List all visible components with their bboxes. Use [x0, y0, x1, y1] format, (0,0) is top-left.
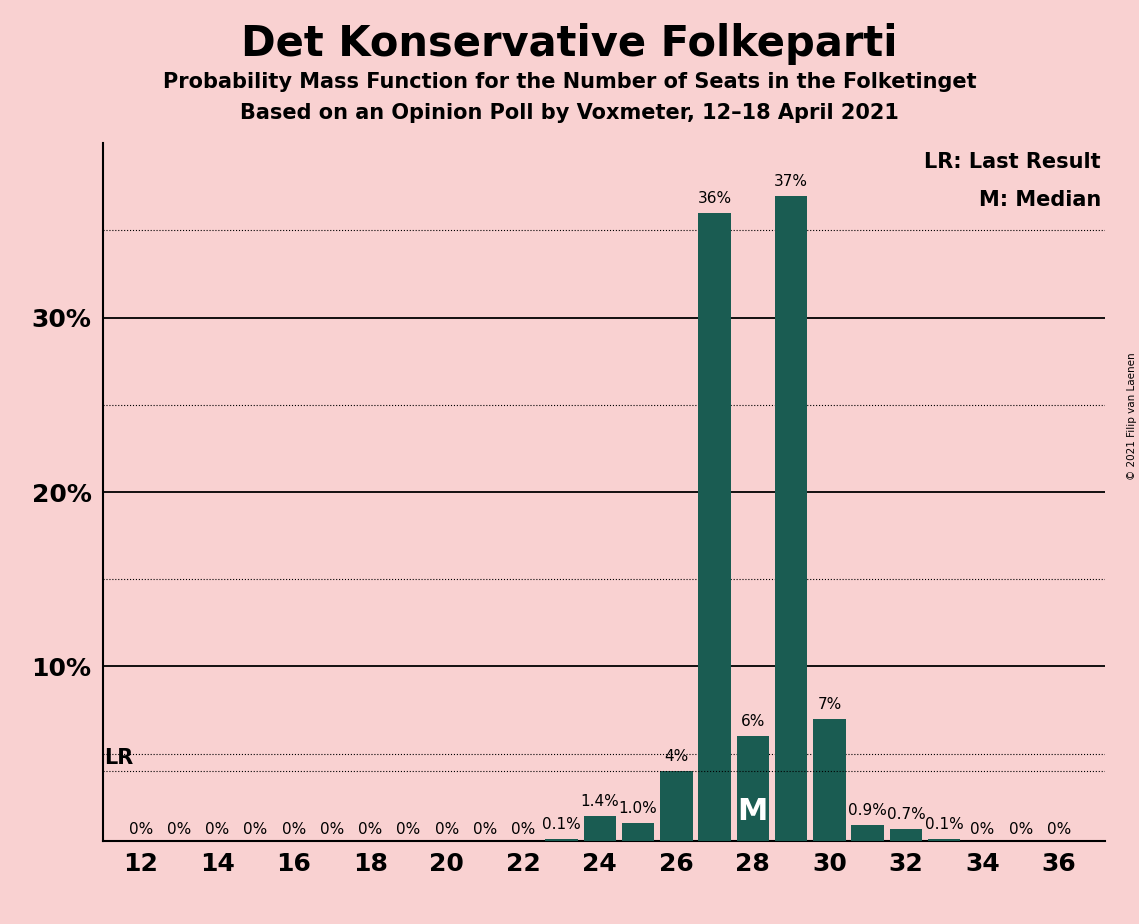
Text: M: Median: M: Median — [978, 190, 1101, 211]
Text: 36%: 36% — [697, 191, 731, 206]
Text: 0.7%: 0.7% — [886, 807, 925, 821]
Text: M: M — [738, 797, 768, 826]
Text: 0%: 0% — [205, 822, 229, 837]
Text: 0%: 0% — [435, 822, 459, 837]
Bar — [546, 839, 577, 841]
Bar — [622, 823, 655, 841]
Text: 37%: 37% — [775, 174, 809, 188]
Text: 0%: 0% — [244, 822, 268, 837]
Bar — [737, 736, 769, 841]
Text: 0%: 0% — [1008, 822, 1033, 837]
Text: 1.0%: 1.0% — [618, 801, 657, 817]
Bar — [661, 771, 693, 841]
Text: 0%: 0% — [473, 822, 498, 837]
Bar — [698, 213, 731, 841]
Bar — [928, 839, 960, 841]
Text: Probability Mass Function for the Number of Seats in the Folketinget: Probability Mass Function for the Number… — [163, 72, 976, 92]
Text: 0%: 0% — [511, 822, 535, 837]
Bar — [851, 825, 884, 841]
Text: 0%: 0% — [970, 822, 994, 837]
Text: LR: LR — [105, 748, 133, 768]
Text: 0.1%: 0.1% — [542, 817, 581, 833]
Bar — [813, 719, 845, 841]
Text: 0.9%: 0.9% — [849, 803, 887, 818]
Text: Based on an Opinion Poll by Voxmeter, 12–18 April 2021: Based on an Opinion Poll by Voxmeter, 12… — [240, 103, 899, 124]
Text: 0%: 0% — [396, 822, 420, 837]
Bar — [583, 817, 616, 841]
Text: 0%: 0% — [358, 822, 383, 837]
Text: © 2021 Filip van Laenen: © 2021 Filip van Laenen — [1126, 352, 1137, 480]
Text: 0%: 0% — [281, 822, 306, 837]
Text: 0%: 0% — [167, 822, 191, 837]
Text: 4%: 4% — [664, 749, 688, 764]
Text: 0%: 0% — [320, 822, 344, 837]
Text: Det Konservative Folkeparti: Det Konservative Folkeparti — [241, 23, 898, 65]
Bar — [890, 829, 923, 841]
Bar — [775, 196, 808, 841]
Text: 0.1%: 0.1% — [925, 817, 964, 833]
Text: LR: Last Result: LR: Last Result — [925, 152, 1101, 172]
Text: 6%: 6% — [740, 714, 765, 729]
Text: 1.4%: 1.4% — [581, 795, 620, 809]
Text: 0%: 0% — [1047, 822, 1071, 837]
Text: 7%: 7% — [818, 697, 842, 711]
Text: 0%: 0% — [129, 822, 153, 837]
